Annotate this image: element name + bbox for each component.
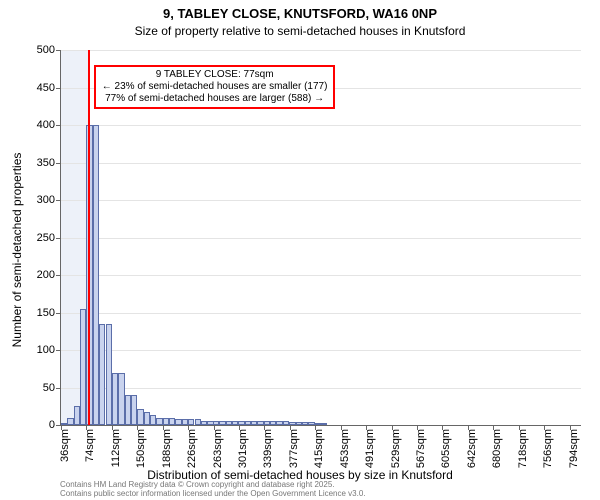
y-tick-label: 100 bbox=[37, 344, 55, 356]
y-axis-label: Number of semi-detached properties bbox=[10, 153, 24, 348]
gridline bbox=[61, 125, 581, 126]
annotation-line: 9 TABLEY CLOSE: 77sqm bbox=[102, 69, 328, 81]
x-tick-label: 794sqm bbox=[568, 429, 580, 468]
y-tick-label: 200 bbox=[37, 269, 55, 281]
credits: Contains HM Land Registry data © Crown c… bbox=[60, 480, 366, 498]
x-tick-label: 718sqm bbox=[517, 429, 529, 468]
gridline bbox=[61, 275, 581, 276]
y-tick bbox=[56, 313, 61, 314]
y-tick-label: 250 bbox=[37, 232, 55, 244]
chart-container: { "title_line1": "9, TABLEY CLOSE, KNUTS… bbox=[0, 0, 600, 500]
y-tick-label: 350 bbox=[37, 157, 55, 169]
credit-line-1: Contains HM Land Registry data © Crown c… bbox=[60, 480, 366, 489]
gridline bbox=[61, 350, 581, 351]
x-tick-label: 567sqm bbox=[415, 429, 427, 468]
y-tick-label: 400 bbox=[37, 119, 55, 131]
gridline bbox=[61, 388, 581, 389]
gridline bbox=[61, 50, 581, 51]
marker-line bbox=[88, 50, 90, 425]
plot-area: 05010015020025030035040045050036sqm74sqm… bbox=[60, 50, 581, 426]
credit-line-2: Contains public sector information licen… bbox=[60, 489, 366, 498]
annotation-line: ← 23% of semi-detached houses are smalle… bbox=[102, 81, 328, 93]
x-tick-label: 415sqm bbox=[313, 429, 325, 468]
histogram-bar bbox=[321, 423, 327, 425]
x-tick-label: 74sqm bbox=[84, 429, 96, 462]
y-tick-label: 0 bbox=[49, 419, 55, 431]
x-tick-label: 453sqm bbox=[339, 429, 351, 468]
x-tick-label: 36sqm bbox=[59, 429, 71, 462]
y-tick bbox=[56, 50, 61, 51]
y-tick bbox=[56, 238, 61, 239]
y-tick bbox=[56, 200, 61, 201]
y-tick bbox=[56, 163, 61, 164]
gridline bbox=[61, 313, 581, 314]
y-tick bbox=[56, 350, 61, 351]
y-tick bbox=[56, 388, 61, 389]
gridline bbox=[61, 200, 581, 201]
gridline bbox=[61, 238, 581, 239]
x-tick-label: 642sqm bbox=[466, 429, 478, 468]
x-tick-label: 377sqm bbox=[288, 429, 300, 468]
y-tick-label: 150 bbox=[37, 307, 55, 319]
chart-title: 9, TABLEY CLOSE, KNUTSFORD, WA16 0NP bbox=[0, 6, 600, 21]
x-tick-label: 263sqm bbox=[212, 429, 224, 468]
x-tick-label: 188sqm bbox=[161, 429, 173, 468]
y-tick bbox=[56, 125, 61, 126]
x-tick-label: 680sqm bbox=[491, 429, 503, 468]
y-tick-label: 300 bbox=[37, 194, 55, 206]
x-tick-label: 112sqm bbox=[110, 429, 122, 467]
annotation-box: 9 TABLEY CLOSE: 77sqm← 23% of semi-detac… bbox=[94, 65, 336, 109]
x-tick-label: 529sqm bbox=[390, 429, 402, 468]
y-tick-label: 450 bbox=[37, 82, 55, 94]
x-tick-label: 301sqm bbox=[237, 429, 249, 468]
y-tick-label: 50 bbox=[43, 382, 55, 394]
chart-subtitle: Size of property relative to semi-detach… bbox=[0, 24, 600, 38]
annotation-line: 77% of semi-detached houses are larger (… bbox=[102, 93, 328, 105]
x-tick-label: 491sqm bbox=[364, 429, 376, 468]
x-tick-label: 150sqm bbox=[135, 429, 147, 468]
x-tick-label: 605sqm bbox=[440, 429, 452, 468]
x-tick-label: 756sqm bbox=[542, 429, 554, 468]
x-tick-label: 226sqm bbox=[186, 429, 198, 468]
gridline bbox=[61, 163, 581, 164]
x-tick-label: 339sqm bbox=[262, 429, 274, 468]
y-tick bbox=[56, 275, 61, 276]
y-tick-label: 500 bbox=[37, 44, 55, 56]
y-tick bbox=[56, 88, 61, 89]
